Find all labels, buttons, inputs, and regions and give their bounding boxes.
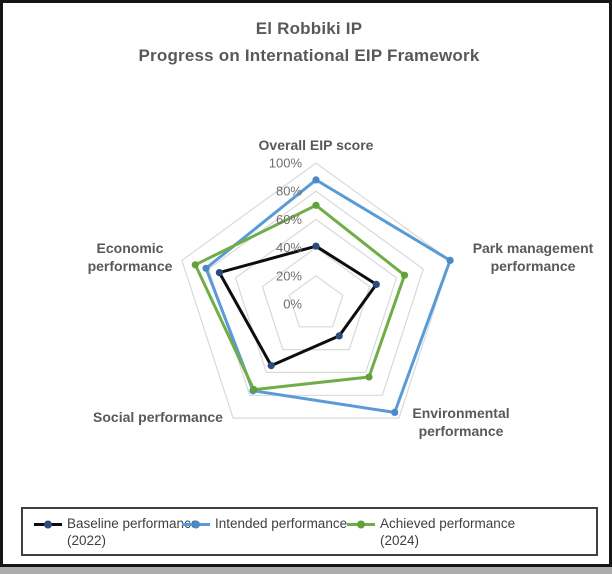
radial-tick-label: 0% xyxy=(283,297,302,312)
legend-label-achieved: Achieved performance (2024) xyxy=(380,516,516,548)
data-point xyxy=(202,264,210,272)
radial-tick-label: 60% xyxy=(276,212,302,227)
axis-label-economic-performance: Economic performance xyxy=(87,240,173,274)
data-point xyxy=(446,256,454,264)
radar-chart: 0% 20% 40% 60% 80% 100% xyxy=(181,156,454,419)
axis-label-social-performance: Social performance xyxy=(93,409,223,425)
axis-label-park-management-performance: Park management performance xyxy=(472,240,594,274)
grid-ring-100 xyxy=(181,162,451,419)
radial-tick-label: 40% xyxy=(276,240,302,255)
grid-ring-60 xyxy=(234,218,398,373)
legend-item-intended-performance: Intended performance xyxy=(181,515,347,532)
legend: Baseline performance (2022) Intended per… xyxy=(21,507,598,556)
series-line-1 xyxy=(204,178,452,414)
data-point xyxy=(335,332,343,340)
legend-marker-achieved-icon xyxy=(347,520,375,529)
data-point xyxy=(372,280,380,288)
data-point xyxy=(250,386,258,394)
data-point xyxy=(391,408,399,416)
series-line-2 xyxy=(193,203,406,392)
grid-ring-20 xyxy=(288,275,344,328)
series-line-0 xyxy=(217,244,378,368)
radial-tick-label: 80% xyxy=(276,184,302,199)
data-point xyxy=(400,271,409,279)
legend-marker-baseline-icon xyxy=(34,520,62,529)
data-point xyxy=(215,269,223,277)
grid-ring-40 xyxy=(261,246,371,351)
data-point xyxy=(267,362,275,370)
radial-tick-label: 100% xyxy=(269,156,303,171)
legend-label-baseline: Baseline performance (2022) xyxy=(67,516,199,548)
legend-label-intended: Intended performance xyxy=(215,516,348,531)
chart-title-line1: El Robbiki IP xyxy=(255,19,363,38)
axis-label-overall-eip-score: Overall EIP score xyxy=(258,137,374,153)
radial-tick-label: 20% xyxy=(276,268,302,283)
legend-item-baseline-performance: Baseline performance (2022) xyxy=(33,515,202,549)
axis-label-environmental-performance: Environmental performance xyxy=(412,405,510,439)
data-point xyxy=(312,176,320,184)
data-point xyxy=(365,373,373,381)
chart-title: El Robbiki IP Progress on International … xyxy=(3,15,612,69)
bottom-strip xyxy=(0,567,612,574)
data-point xyxy=(312,242,320,250)
grid-ring-80 xyxy=(207,190,425,396)
data-point xyxy=(191,261,199,269)
data-point xyxy=(312,201,320,209)
legend-item-achieved-performance: Achieved performance (2024) xyxy=(346,515,525,549)
legend-marker-intended-icon xyxy=(182,520,210,529)
chart-title-line2: Progress on International EIP Framework xyxy=(138,46,480,65)
